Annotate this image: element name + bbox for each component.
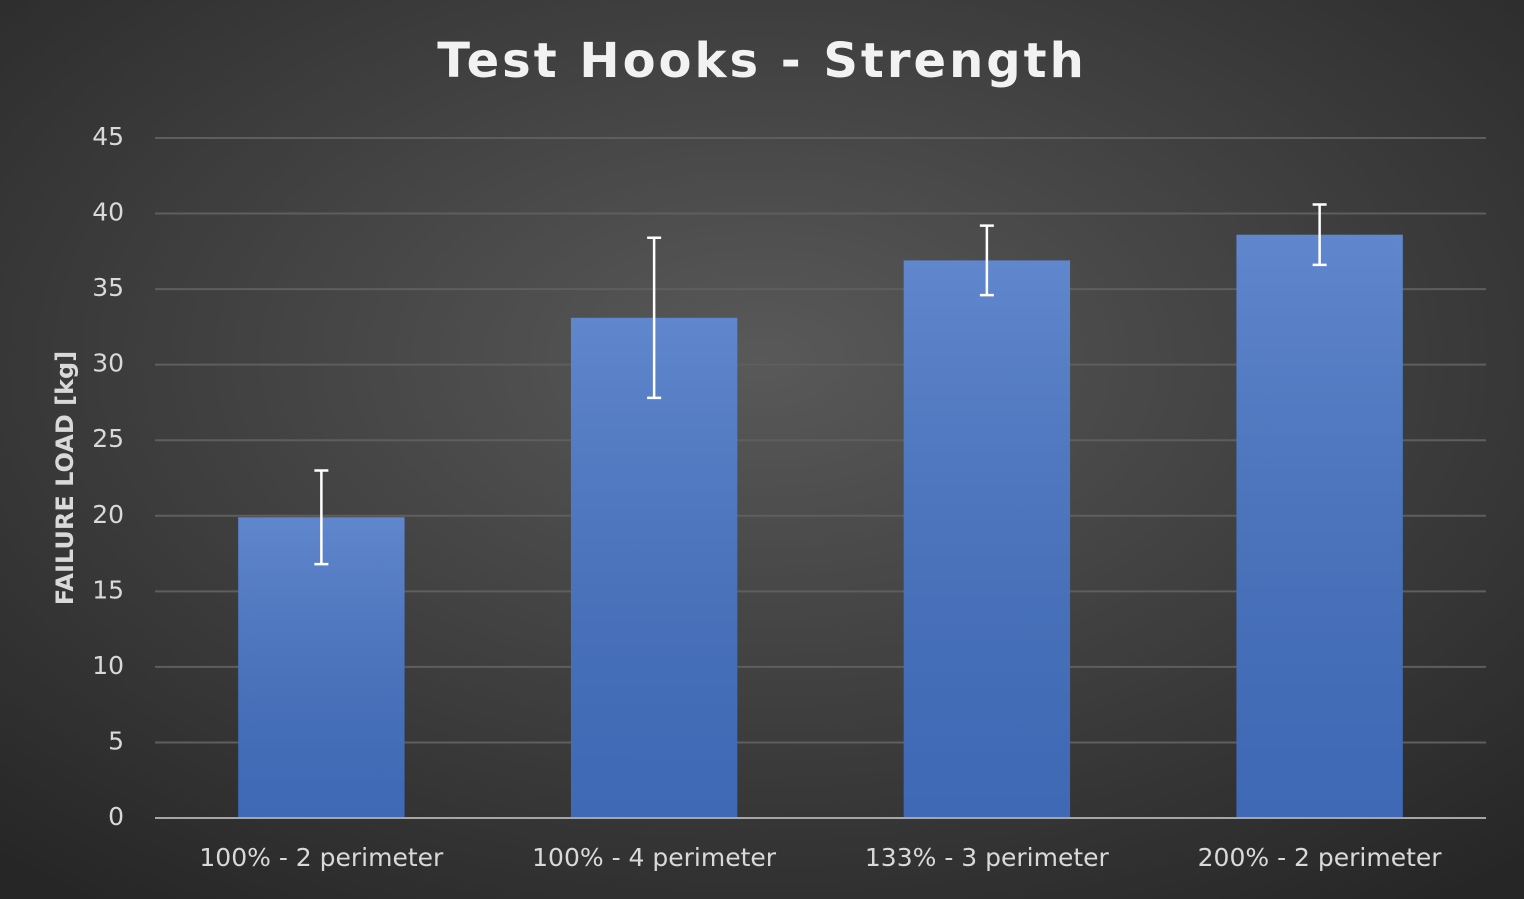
error-bar [979,224,994,297]
chart-title: Test Hooks - Strength [437,33,1087,89]
y-axis-label: FAILURE LOAD [kg] [51,351,79,605]
y-tick-label: 30 [92,349,124,378]
y-tick-label: 45 [92,122,124,151]
y-tick-label: 0 [108,802,124,831]
bar-shade [570,317,738,818]
x-tick-label: 100% - 2 perimeter [199,843,444,872]
bar-shade [238,517,405,818]
x-tick-label: 100% - 4 perimeter [532,843,777,872]
error-bar [314,469,329,566]
x-tick-label: 133% - 3 perimeter [865,843,1110,872]
y-tick-label: 5 [108,726,124,755]
bar-shade [903,260,1071,818]
y-tick-label: 10 [92,651,124,680]
y-tick-label: 20 [92,500,124,529]
error-bar [1312,203,1327,267]
x-tick-label: 200% - 2 perimeter [1198,843,1443,872]
y-tick-label: 15 [92,575,124,604]
y-tick-label: 35 [92,273,124,302]
y-tick-label: 40 [92,198,124,227]
bar-shade [1236,234,1403,818]
y-tick-label: 25 [92,424,124,453]
error-bar [647,236,662,400]
